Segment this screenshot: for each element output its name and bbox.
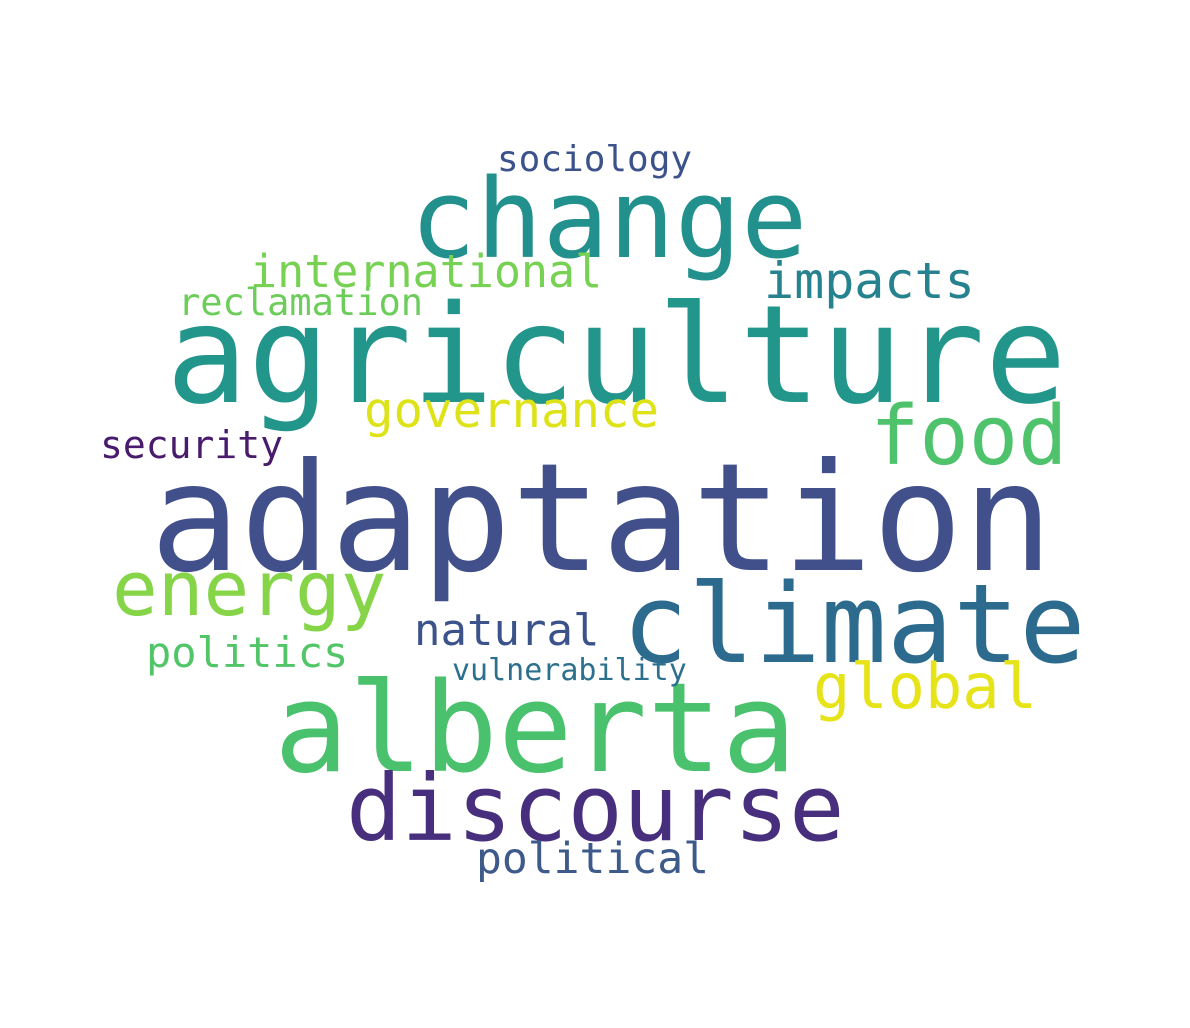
word-reclamation: reclamation: [178, 281, 424, 324]
word-agriculture: agriculture: [166, 277, 1067, 435]
word-vulnerability: vulnerability: [452, 653, 687, 688]
word-political: political: [476, 834, 709, 884]
word-international: international: [250, 245, 603, 298]
word-impacts: impacts: [764, 252, 975, 310]
word-natural: natural: [414, 605, 600, 656]
word-adaptation: adaptation: [150, 432, 1054, 606]
word-discourse: discourse: [346, 755, 845, 862]
word-governance: governance: [364, 382, 660, 439]
word-climate: climate: [622, 560, 1086, 688]
word-energy: energy: [112, 544, 387, 633]
word-sociology: sociology: [497, 139, 693, 180]
word-food: food: [870, 389, 1068, 484]
word-security: security: [100, 423, 284, 467]
word-alberta: alberta: [274, 657, 797, 801]
word-change: change: [410, 155, 808, 283]
word-global: global: [813, 650, 1037, 723]
word-politics: politics: [146, 628, 349, 677]
